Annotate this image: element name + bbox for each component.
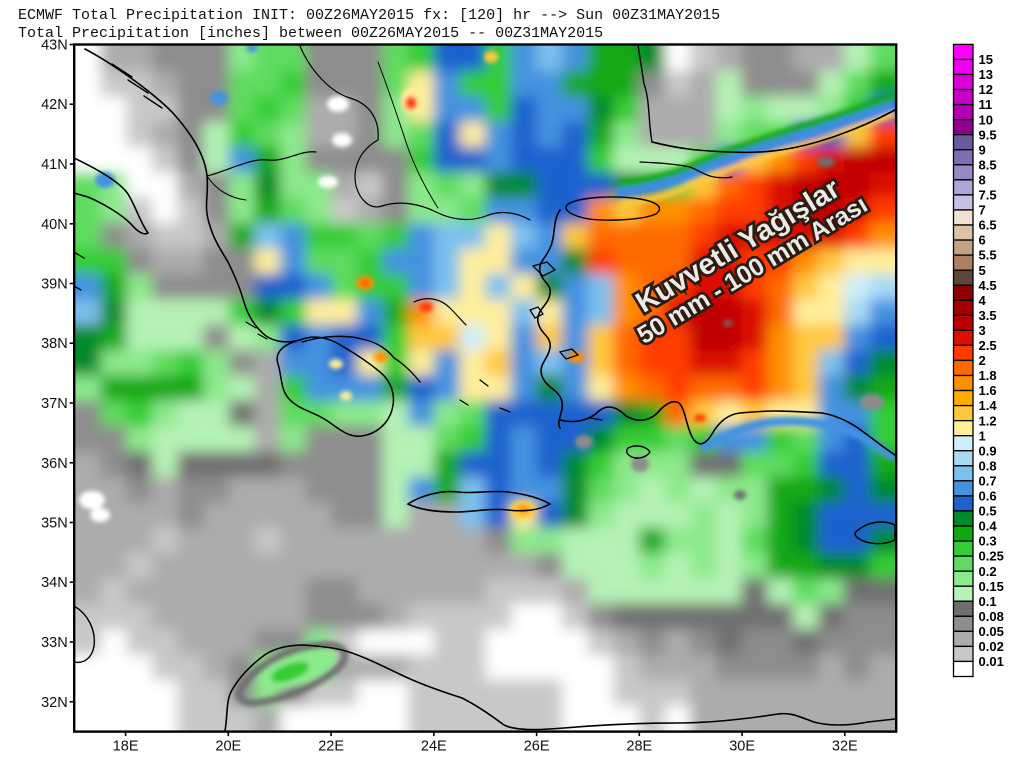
svg-text:6.5: 6.5 [979,218,997,233]
svg-text:0.8: 0.8 [979,458,997,473]
svg-text:2: 2 [979,353,986,368]
svg-text:9: 9 [979,142,986,157]
svg-text:18E: 18E [113,739,139,755]
svg-text:28E: 28E [626,739,652,755]
svg-text:3: 3 [979,323,986,338]
svg-text:1.6: 1.6 [979,383,997,398]
svg-text:0.5: 0.5 [979,504,997,519]
svg-text:1: 1 [979,428,986,443]
svg-text:33N: 33N [41,635,68,651]
svg-text:11: 11 [979,97,993,112]
svg-text:35N: 35N [41,516,68,532]
svg-text:4.5: 4.5 [979,278,997,293]
svg-text:36N: 36N [41,456,68,472]
svg-text:43N: 43N [41,38,68,54]
svg-text:7: 7 [979,203,986,218]
svg-text:2.5: 2.5 [979,338,997,353]
svg-text:9.5: 9.5 [979,127,997,142]
svg-text:37N: 37N [41,396,68,412]
svg-text:0.3: 0.3 [979,534,997,549]
svg-text:34N: 34N [41,575,68,591]
svg-text:0.9: 0.9 [979,443,997,458]
svg-text:6: 6 [979,233,986,248]
svg-text:30E: 30E [729,739,755,755]
svg-text:15: 15 [979,52,993,67]
svg-text:5.5: 5.5 [979,248,997,263]
svg-text:Total Precipitation [inches] b: Total Precipitation [inches] between 00Z… [18,25,603,42]
svg-text:8: 8 [979,172,986,187]
svg-text:0.1: 0.1 [979,594,997,609]
svg-text:0.25: 0.25 [979,549,1004,564]
svg-text:40N: 40N [41,217,68,233]
svg-text:0.2: 0.2 [979,564,997,579]
svg-text:4: 4 [979,293,987,308]
svg-text:0.01: 0.01 [979,654,1004,669]
svg-text:26E: 26E [524,739,550,755]
svg-text:22E: 22E [318,739,344,755]
svg-text:12: 12 [979,82,993,97]
svg-text:0.02: 0.02 [979,639,1004,654]
svg-text:1.8: 1.8 [979,368,997,383]
svg-text:32E: 32E [832,739,858,755]
svg-text:5: 5 [979,263,986,278]
svg-text:0.7: 0.7 [979,473,997,488]
svg-text:38N: 38N [41,336,68,352]
svg-text:39N: 39N [41,277,68,293]
svg-text:7.5: 7.5 [979,188,997,203]
svg-text:10: 10 [979,112,993,127]
svg-text:3.5: 3.5 [979,308,997,323]
svg-text:32N: 32N [41,695,68,711]
svg-text:ECMWF Total Precipitation INIT: ECMWF Total Precipitation INIT: 00Z26MAY… [18,7,720,24]
svg-text:8.5: 8.5 [979,157,997,172]
svg-text:0.15: 0.15 [979,579,1004,594]
svg-text:24E: 24E [421,739,447,755]
svg-text:0.4: 0.4 [979,519,998,534]
svg-text:1.4: 1.4 [979,398,998,413]
svg-text:42N: 42N [41,97,68,113]
svg-text:0.05: 0.05 [979,624,1004,639]
svg-text:41N: 41N [41,157,68,173]
svg-text:20E: 20E [215,739,241,755]
svg-text:13: 13 [979,67,993,82]
svg-text:0.6: 0.6 [979,489,997,504]
svg-text:1.2: 1.2 [979,413,997,428]
svg-text:0.08: 0.08 [979,609,1004,624]
